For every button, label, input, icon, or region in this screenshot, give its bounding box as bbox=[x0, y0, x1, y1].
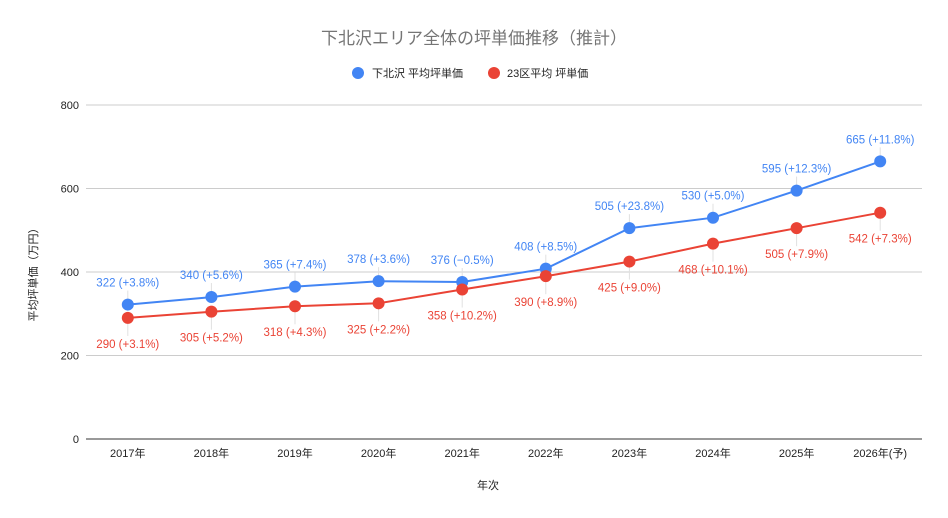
data-label: 530 (+5.0%) bbox=[682, 191, 745, 203]
x-tick-label: 2026年(予) bbox=[853, 446, 907, 460]
series-line-0 bbox=[127, 160, 881, 306]
series-points bbox=[121, 155, 887, 324]
data-label: 378 (+3.6%) bbox=[347, 254, 410, 266]
data-point bbox=[289, 280, 301, 293]
y-tick-label: 600 bbox=[61, 184, 79, 196]
data-point bbox=[623, 255, 636, 268]
y-axis-ticks: 0 200 400 600 800 bbox=[61, 100, 79, 446]
data-point bbox=[289, 300, 301, 313]
chart-title: 下北沢エリア全体の坪単価推移（推計） bbox=[321, 29, 627, 48]
data-labels: 322 (+3.8%) 340 (+5.6%) 365 (+7.4%) 378 (+3… bbox=[96, 134, 914, 351]
data-label: 365 (+7.4%) bbox=[264, 260, 327, 272]
data-point bbox=[623, 222, 636, 235]
x-tick-label: 2023年 bbox=[612, 446, 647, 460]
data-point bbox=[790, 184, 803, 197]
data-point bbox=[707, 211, 719, 224]
data-label: 468 (+10.1%) bbox=[678, 265, 748, 277]
data-label: 318 (+4.3%) bbox=[264, 327, 327, 339]
label-leader-lines bbox=[127, 147, 881, 336]
data-label: 305 (+5.2%) bbox=[180, 333, 243, 345]
data-label: 505 (+23.8%) bbox=[595, 201, 665, 213]
data-point bbox=[121, 298, 134, 311]
series-line-1 bbox=[127, 211, 881, 319]
y-axis-title: 平均坪単価（万円） bbox=[26, 223, 40, 322]
data-label: 322 (+3.8%) bbox=[96, 278, 159, 290]
data-label: 390 (+8.9%) bbox=[514, 297, 577, 309]
data-label: 358 (+10.2%) bbox=[428, 311, 498, 323]
legend-item-shimokitazawa[interactable]: 下北沢 平均坪単価 bbox=[352, 66, 463, 80]
x-tick-label: 2020年 bbox=[361, 446, 396, 460]
data-point bbox=[372, 297, 385, 310]
data-label: 340 (+5.6%) bbox=[180, 270, 243, 282]
x-tick-label: 2019年 bbox=[277, 446, 312, 460]
y-tick-label: 800 bbox=[61, 100, 79, 112]
data-label: 408 (+8.5%) bbox=[514, 242, 577, 254]
data-point bbox=[205, 305, 218, 318]
x-tick-label: 2022年 bbox=[528, 446, 563, 460]
legend: 下北沢 平均坪単価 23区平均 坪単価 bbox=[352, 66, 588, 80]
x-tick-label: 2024年 bbox=[695, 446, 730, 460]
y-tick-label: 0 bbox=[73, 434, 79, 446]
legend-marker-shimokitazawa bbox=[352, 67, 364, 79]
x-axis-ticks: 2017年 2018年 2019年 2020年 2021年 2022年 2023年 2024年… bbox=[110, 446, 907, 460]
data-point bbox=[790, 222, 803, 235]
data-label: 542 (+7.3%) bbox=[849, 234, 912, 246]
x-tick-label: 2021年 bbox=[444, 446, 479, 460]
legend-label-23ku: 23区平均 坪単価 bbox=[507, 66, 588, 80]
legend-label-shimokitazawa: 下北沢 平均坪単価 bbox=[372, 66, 463, 80]
data-point bbox=[874, 206, 887, 219]
data-point bbox=[707, 237, 719, 250]
data-label: 376 (−0.5%) bbox=[431, 255, 494, 267]
x-tick-label: 2017年 bbox=[110, 446, 145, 460]
y-tick-label: 200 bbox=[61, 351, 79, 363]
x-axis-title: 年次 bbox=[477, 478, 499, 492]
data-point bbox=[456, 283, 469, 296]
data-point bbox=[874, 155, 887, 168]
data-label: 425 (+9.0%) bbox=[598, 283, 661, 295]
series-lines bbox=[127, 160, 881, 319]
x-tick-label: 2018年 bbox=[194, 446, 229, 460]
legend-marker-23ku bbox=[488, 67, 500, 79]
legend-item-23ku[interactable]: 23区平均 坪単価 bbox=[488, 66, 588, 80]
data-point bbox=[205, 291, 218, 304]
x-tick-label: 2025年 bbox=[779, 446, 814, 460]
data-label: 325 (+2.2%) bbox=[347, 324, 410, 336]
gridlines bbox=[86, 104, 922, 440]
data-point bbox=[372, 275, 385, 288]
data-point bbox=[121, 311, 134, 324]
data-label: 595 (+12.3%) bbox=[762, 164, 832, 176]
data-label: 505 (+7.9%) bbox=[765, 249, 828, 261]
data-label: 290 (+3.1%) bbox=[96, 339, 159, 351]
data-point bbox=[539, 270, 552, 283]
data-label: 665 (+11.8%) bbox=[846, 134, 915, 146]
y-tick-label: 400 bbox=[61, 267, 79, 279]
